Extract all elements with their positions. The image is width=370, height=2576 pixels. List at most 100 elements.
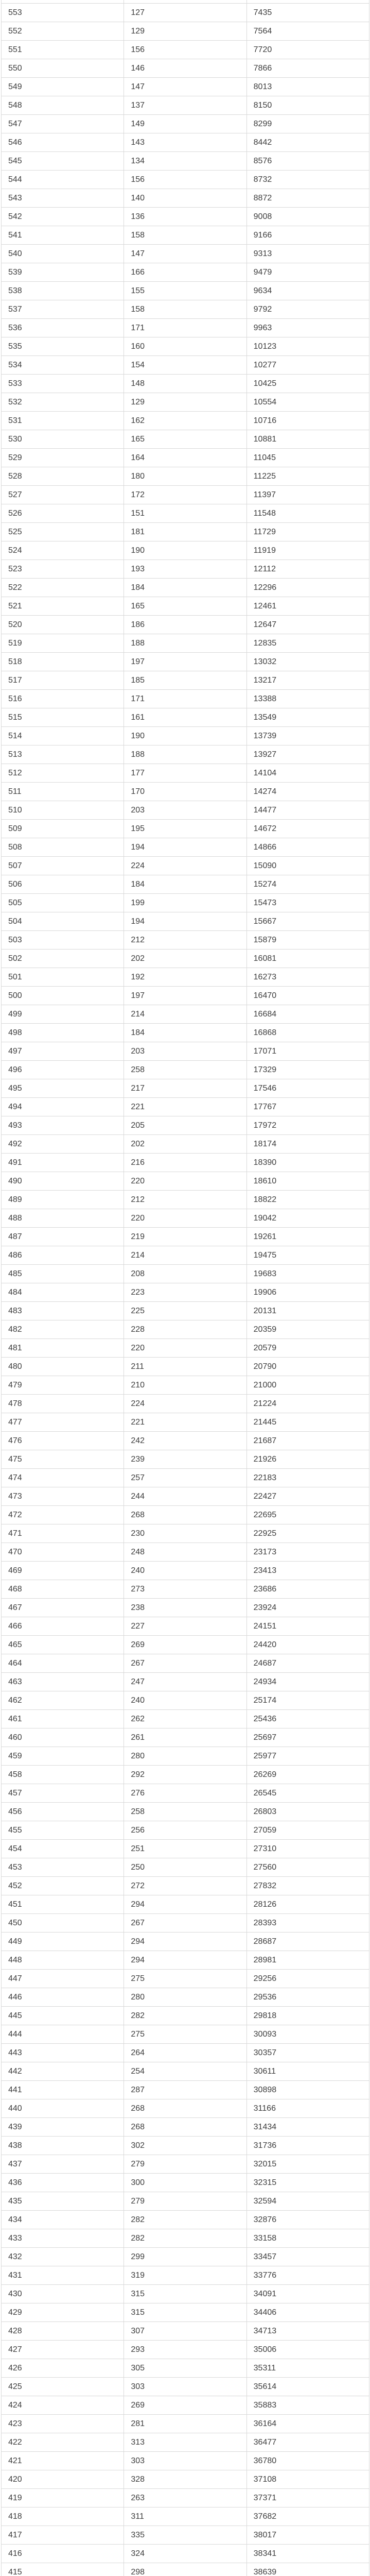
table-row: 517 185 13217 <box>1 671 370 690</box>
count-cell: 224 <box>124 1394 247 1413</box>
score-cell: 435 <box>1 2192 125 2211</box>
score-cell: 438 <box>1 2136 125 2155</box>
table-row: 436 300 32315 <box>1 2173 370 2192</box>
score-cell: 456 <box>1 1802 125 1821</box>
count-cell: 272 <box>124 1876 247 1895</box>
table-row: 534 154 10277 <box>1 355 370 375</box>
cumulative-cell: 32315 <box>246 2173 370 2192</box>
count-cell: 212 <box>124 1190 247 1209</box>
score-cell: 434 <box>1 2210 125 2229</box>
cumulative-cell: 7435 <box>246 3 370 22</box>
table-row: 543 140 8872 <box>1 189 370 208</box>
cumulative-cell: 22183 <box>246 1468 370 1487</box>
cumulative-cell: 31166 <box>246 2099 370 2118</box>
count-cell: 287 <box>124 2080 247 2099</box>
cumulative-cell: 20131 <box>246 1301 370 1320</box>
table-row: 451 294 28126 <box>1 1895 370 1914</box>
cumulative-cell: 13739 <box>246 726 370 745</box>
score-cell: 500 <box>1 986 125 1005</box>
score-cell: 424 <box>1 2396 125 2415</box>
count-cell: 129 <box>124 22 247 41</box>
table-row: 432 299 33457 <box>1 2247 370 2266</box>
table-row: 548 137 8150 <box>1 96 370 115</box>
cumulative-cell: 17972 <box>246 1116 370 1135</box>
score-cell: 454 <box>1 1839 125 1858</box>
table-row: 464 267 24687 <box>1 1654 370 1673</box>
cumulative-cell: 14866 <box>246 838 370 857</box>
cumulative-cell: 11548 <box>246 504 370 523</box>
table-row: 477 221 21445 <box>1 1413 370 1432</box>
cumulative-cell: 28981 <box>246 1951 370 1970</box>
cumulative-cell: 36164 <box>246 2414 370 2433</box>
cumulative-cell: 30898 <box>246 2080 370 2099</box>
table-row: 526 151 11548 <box>1 504 370 523</box>
cumulative-cell: 7564 <box>246 22 370 41</box>
score-cell: 497 <box>1 1042 125 1061</box>
cumulative-cell: 35006 <box>246 2340 370 2359</box>
table-row: 440 268 31166 <box>1 2099 370 2118</box>
table-row: 449 294 28687 <box>1 1932 370 1951</box>
table-row: 485 208 19683 <box>1 1264 370 1283</box>
cumulative-cell: 8013 <box>246 77 370 96</box>
score-cell: 443 <box>1 2043 125 2062</box>
count-cell: 147 <box>124 244 247 263</box>
score-cell: 496 <box>1 1060 125 1079</box>
cumulative-cell: 9963 <box>246 318 370 337</box>
score-cell: 539 <box>1 263 125 282</box>
count-cell: 148 <box>124 374 247 393</box>
count-cell: 280 <box>124 1988 247 2007</box>
score-cell: 534 <box>1 355 125 375</box>
count-cell: 143 <box>124 133 247 152</box>
score-cell: 447 <box>1 1969 125 1988</box>
count-cell: 146 <box>124 59 247 78</box>
table-row: 478 224 21224 <box>1 1394 370 1413</box>
table-row: 419 263 37371 <box>1 2488 370 2507</box>
cumulative-cell: 11729 <box>246 522 370 541</box>
cumulative-cell: 29818 <box>246 2006 370 2025</box>
cumulative-cell: 11397 <box>246 485 370 504</box>
score-cell: 423 <box>1 2414 125 2433</box>
score-cell: 429 <box>1 2303 125 2322</box>
cumulative-cell: 16470 <box>246 986 370 1005</box>
count-cell: 298 <box>124 2563 247 2576</box>
cumulative-cell: 8150 <box>246 96 370 115</box>
score-cell: 427 <box>1 2340 125 2359</box>
table-row: 497 203 17071 <box>1 1042 370 1061</box>
cumulative-cell: 24934 <box>246 1672 370 1691</box>
count-cell: 203 <box>124 801 247 820</box>
score-cell: 503 <box>1 930 125 950</box>
cumulative-cell: 25436 <box>246 1709 370 1728</box>
score-cell: 457 <box>1 1784 125 1803</box>
cumulative-cell: 25977 <box>246 1747 370 1766</box>
cumulative-cell: 18610 <box>246 1172 370 1191</box>
score-cell: 460 <box>1 1728 125 1747</box>
score-cell: 449 <box>1 1932 125 1951</box>
cumulative-cell: 35883 <box>246 2396 370 2415</box>
score-cell: 483 <box>1 1301 125 1320</box>
cumulative-cell: 34713 <box>246 2321 370 2341</box>
cumulative-cell: 27059 <box>246 1821 370 1840</box>
table-row: 516 171 13388 <box>1 689 370 708</box>
count-cell: 160 <box>124 337 247 356</box>
table-row: 499 214 16684 <box>1 1005 370 1024</box>
score-cell: 501 <box>1 968 125 987</box>
count-cell: 156 <box>124 40 247 59</box>
table-row: 425 303 35614 <box>1 2377 370 2396</box>
cumulative-cell: 28393 <box>246 1913 370 1933</box>
score-cell: 470 <box>1 1543 125 1562</box>
cumulative-cell: 9792 <box>246 300 370 319</box>
table-row: 470 248 23173 <box>1 1543 370 1562</box>
table-row: 504 194 15667 <box>1 912 370 931</box>
cumulative-cell: 8442 <box>246 133 370 152</box>
score-cell: 439 <box>1 2117 125 2137</box>
count-cell: 166 <box>124 263 247 282</box>
count-cell: 188 <box>124 745 247 764</box>
count-cell: 273 <box>124 1580 247 1599</box>
count-cell: 185 <box>124 671 247 690</box>
table-row: 528 180 11225 <box>1 467 370 486</box>
table-row: 417 335 38017 <box>1 2526 370 2545</box>
count-cell: 269 <box>124 2396 247 2415</box>
score-cell: 426 <box>1 2359 125 2378</box>
score-cell: 477 <box>1 1413 125 1432</box>
cumulative-cell: 13927 <box>246 745 370 764</box>
